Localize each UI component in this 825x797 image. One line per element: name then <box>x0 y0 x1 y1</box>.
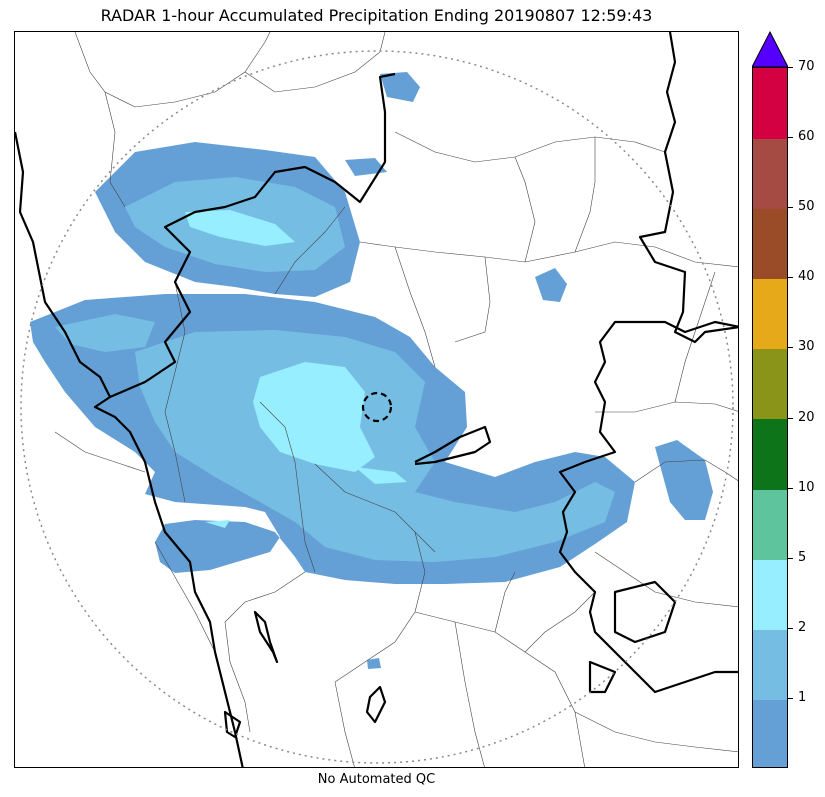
colorbar-level-9 <box>753 68 787 139</box>
precip-cell-south <box>367 658 381 669</box>
state-border-south-lake <box>414 425 492 466</box>
colorbar-level-5 <box>753 348 787 420</box>
colorbar-level-0 <box>753 698 787 767</box>
inland-boundary-4 <box>588 660 617 694</box>
precip-core-central <box>253 362 375 472</box>
precip-core-east <box>355 467 407 484</box>
colorbar-tick-label: 50 <box>798 199 815 215</box>
district-boundaries <box>54 32 738 767</box>
precip-mid-central <box>135 330 615 562</box>
precip-heavy-layer <box>185 210 407 528</box>
colorbar-level-1 <box>753 628 787 700</box>
colorbar-extend-arrow <box>752 31 788 68</box>
colorbar-tick-label: 10 <box>798 479 815 495</box>
state-boundaries <box>15 32 738 767</box>
colorbar-tick-label: 40 <box>798 269 815 285</box>
colorbar-tick <box>788 557 793 559</box>
colorbar-level-4 <box>753 418 787 490</box>
colorbar-tick <box>788 697 793 699</box>
colorbar-tick <box>788 137 793 139</box>
colorbar-level-2 <box>753 558 787 630</box>
precip-region-east <box>655 440 713 520</box>
colorbar-level-7 <box>753 208 787 280</box>
radar-site-marker[interactable] <box>361 391 393 423</box>
colorbar-tick <box>788 487 793 489</box>
inland-boundary-3 <box>613 580 677 644</box>
precip-cell-north-2 <box>345 158 387 176</box>
colorbar-level-6 <box>753 278 787 350</box>
colorbar-tick-label: 20 <box>798 409 815 425</box>
colorbar-tick-label: 2 <box>798 619 807 635</box>
colorbar-level-3 <box>753 488 787 560</box>
inland-boundary-1 <box>253 610 279 664</box>
radar-range-ring <box>20 50 734 764</box>
precip-cell-north <box>380 72 420 102</box>
radar-map-canvas <box>15 32 738 767</box>
western-coastline <box>15 131 244 767</box>
precip-core-north <box>185 210 295 246</box>
precip-core-south <box>205 520 230 528</box>
colorbar-tick <box>788 277 793 279</box>
colorbar-tick-label: 1 <box>798 689 807 705</box>
state-border-west <box>109 72 396 399</box>
colorbar-tick <box>788 347 793 349</box>
qc-note: No Automated QC <box>317 772 436 787</box>
colorbar-tick-label: 60 <box>798 129 815 145</box>
colorbar-tick-label: 70 <box>798 59 815 74</box>
colorbar-tick <box>788 417 793 419</box>
radar-map[interactable] <box>14 31 739 768</box>
colorbar-scale <box>752 67 788 768</box>
colorbar-tick-label: 30 <box>798 339 815 355</box>
colorbar: 1 2 5 10 20 30 40 50 60 70 <box>752 31 815 768</box>
map-title: RADAR 1-hour Accumulated Precipitation E… <box>100 6 653 25</box>
colorbar-tick <box>788 627 793 629</box>
colorbar-level-8 <box>753 138 787 210</box>
precip-cell-ne <box>535 268 567 302</box>
colorbar-tick-label: 5 <box>798 549 807 565</box>
precip-mid-west <box>55 314 155 352</box>
inland-boundary-2 <box>365 685 387 724</box>
state-border-east <box>558 320 738 694</box>
inland-boundary-5 <box>223 710 242 739</box>
state-border-northeast <box>638 32 738 344</box>
colorbar-tick <box>788 207 793 209</box>
colorbar-tick <box>788 67 793 68</box>
